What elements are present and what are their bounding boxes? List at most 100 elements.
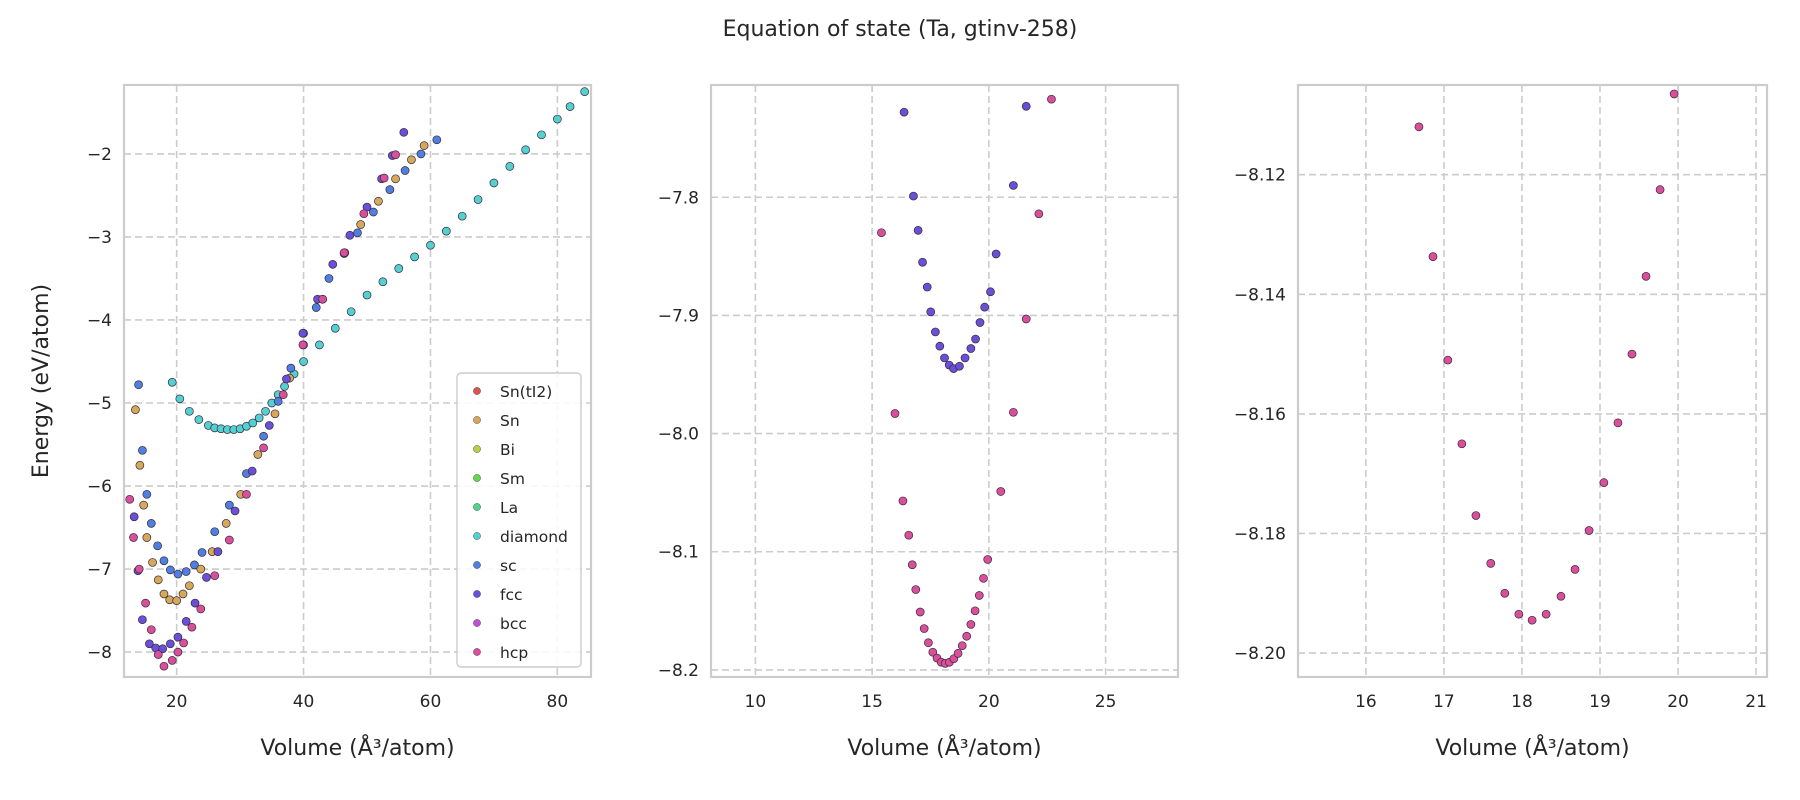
y-tick-label: −8.12 <box>1234 166 1286 186</box>
y-axis-label: Energy (eV/atom) <box>29 284 54 478</box>
data-point-sc <box>324 274 334 283</box>
data-point-diamond <box>580 87 590 96</box>
data-point-fcc <box>926 307 936 317</box>
data-point-Sn <box>270 409 280 419</box>
data-point-hcp <box>1457 439 1467 449</box>
y-tick-label: −6 <box>87 477 112 497</box>
data-point-fcc <box>913 225 923 235</box>
y-tick-label: −3 <box>87 228 112 248</box>
data-point-sc <box>224 500 234 510</box>
data-point-hcp <box>1471 511 1481 520</box>
data-point-hcp <box>1486 559 1496 568</box>
data-point-hcp <box>1414 122 1424 132</box>
data-point-fcc <box>173 632 183 642</box>
data-point-hcp <box>1570 565 1580 574</box>
data-point-hcp <box>379 173 389 183</box>
data-point-hcp <box>242 489 251 499</box>
data-point-diamond <box>194 415 204 424</box>
data-point-fcc <box>966 344 976 353</box>
data-point-Sn <box>356 220 366 229</box>
legend-marker-sc <box>473 561 481 569</box>
data-point-hcp <box>146 625 156 635</box>
data-point-fcc <box>282 374 291 384</box>
data-point-Sn <box>185 581 194 591</box>
data-point-hcp <box>359 209 369 219</box>
data-point-Sn <box>139 500 149 510</box>
data-point-Sn <box>135 460 145 470</box>
legend-marker-Bi <box>473 445 481 453</box>
data-point-hcp <box>877 228 886 238</box>
data-point-fcc <box>1009 181 1018 190</box>
legend-marker-bcc <box>473 619 481 627</box>
x-axis-label: Volume (Å³/atom) <box>1435 734 1629 761</box>
data-point-hcp <box>1034 209 1044 219</box>
data-point-hcp <box>962 631 972 641</box>
y-tick-label: −8.14 <box>1234 285 1286 305</box>
data-point-fcc <box>960 353 970 363</box>
data-point-hcp <box>1514 609 1524 619</box>
data-point-diamond <box>505 162 515 171</box>
data-point-diamond <box>378 277 388 287</box>
data-point-fcc <box>922 282 932 292</box>
data-point-fcc <box>399 127 409 137</box>
data-point-fcc <box>986 287 995 297</box>
data-point-fcc <box>345 230 355 240</box>
data-point-hcp <box>928 647 938 657</box>
data-point-diamond <box>254 413 264 423</box>
data-point-Sn <box>253 450 263 459</box>
data-point-hcp <box>915 607 925 617</box>
data-point-hcp <box>907 560 917 570</box>
y-tick-label: −8.1 <box>658 543 699 563</box>
data-point-hcp <box>1627 349 1637 359</box>
axes-frame <box>1296 83 1769 679</box>
data-point-Sn <box>153 575 163 585</box>
data-point-hcp <box>187 622 197 632</box>
data-point-Sn <box>196 564 206 574</box>
y-tick-label: −8.2 <box>658 661 699 681</box>
x-tick-label: 25 <box>1095 692 1117 712</box>
data-point-Sn <box>407 155 416 165</box>
data-point-diamond <box>167 377 177 387</box>
data-point-hcp <box>898 496 908 506</box>
data-point-diamond <box>261 406 270 416</box>
figure-title: Equation of state (Ta, gtinv-258) <box>723 17 1078 42</box>
data-point-diamond <box>489 178 499 188</box>
legend-label: Bi <box>500 441 515 459</box>
data-point-diamond <box>457 211 467 221</box>
series-hcp <box>1414 89 1679 625</box>
data-point-Sn <box>419 141 429 150</box>
legend-marker-Sn(tI2) <box>473 387 481 395</box>
data-point-diamond <box>521 145 530 155</box>
y-tick-label: −7 <box>87 560 112 580</box>
data-point-Sn <box>159 589 169 599</box>
series-fcc <box>899 101 1031 373</box>
data-point-hcp <box>224 535 234 545</box>
data-point-fcc <box>181 617 191 626</box>
data-point-sc <box>159 556 169 566</box>
data-point-diamond <box>362 290 372 300</box>
x-tick-label: 10 <box>745 692 767 712</box>
data-point-diamond <box>280 382 289 391</box>
data-point-diamond <box>330 323 340 333</box>
legend-marker-diamond <box>473 532 481 540</box>
subplot-1: 20 40 60 80 −2 −3 −4 −5 −6 −7 −8 Volume (Å³/atom) En… <box>29 83 593 761</box>
x-tick-label: 17 <box>1433 692 1455 712</box>
data-point-fcc <box>247 466 257 476</box>
y-tick-label: −5 <box>87 394 112 414</box>
data-point-Sn <box>148 558 157 567</box>
data-point-fcc <box>230 506 240 516</box>
data-point-diamond <box>346 307 356 317</box>
data-point-Sn <box>374 196 383 206</box>
data-point-hcp <box>1599 478 1609 488</box>
data-point-fcc <box>298 328 308 338</box>
data-point-Sn <box>221 519 231 528</box>
data-point-fcc <box>935 341 945 351</box>
data-point-sc <box>146 519 156 528</box>
y-tick-label: −7.8 <box>658 188 699 208</box>
data-point-fcc <box>264 421 274 430</box>
legend-label: La <box>500 499 518 517</box>
data-point-sc <box>197 548 207 557</box>
y-tick-label: −8.0 <box>658 425 699 445</box>
data-point-sc <box>165 565 175 575</box>
data-point-sc <box>153 541 162 551</box>
